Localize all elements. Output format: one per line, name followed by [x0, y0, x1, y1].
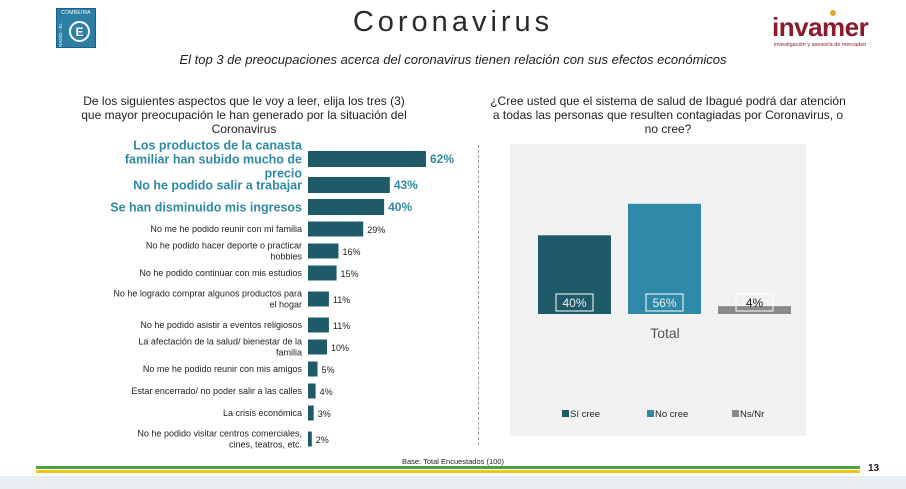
data-label-box-2	[645, 293, 684, 312]
bar-13	[308, 431, 312, 447]
bar-s-cree	[538, 235, 611, 314]
data-label-1: 40%	[562, 296, 586, 310]
radio-logo: COMBEIMA RADIO · EL E	[56, 8, 96, 48]
category-label-2: No he podido salir a trabajar	[133, 178, 302, 192]
category-label-3: Se han disminuido mis ingresos	[110, 200, 302, 214]
bar-value-label-12: 3%	[318, 409, 331, 419]
bar-value-label-11: 4%	[320, 387, 333, 397]
left-chart-question: De los siguientes aspectos que le voy a …	[81, 94, 407, 136]
data-label-3: 4%	[746, 296, 764, 310]
bar-value-label-1: 62%	[430, 152, 454, 166]
health-system-bar-chart: 40% 56% 4% Total Sí cree No cree Ns/Nr	[510, 144, 806, 436]
page-number: 13	[868, 463, 880, 474]
bar-value-label-13: 2%	[316, 435, 329, 445]
category-label-12: La crisis económica	[223, 408, 302, 418]
bar-7	[308, 291, 329, 307]
legend-swatch-1	[562, 410, 569, 417]
category-label-6: No he podido continuar con mis estudios	[139, 268, 302, 278]
data-label-box-3	[735, 293, 774, 312]
brand-name: invamer	[772, 12, 869, 42]
bar-value-label-9: 10%	[331, 343, 349, 353]
category-label-9: La afectación de la salud/ bienestar de …	[138, 337, 302, 358]
bar-10	[308, 361, 318, 377]
base-note: Base: Total Encuestados (100)	[401, 457, 504, 466]
category-label-1: Los productos de la canasta familiar han …	[125, 140, 303, 180]
brand-tagline: investigación y asesoría de mercadeo	[774, 42, 867, 48]
radio-logo-top-text: COMBEIMA	[61, 10, 91, 16]
legend-swatch-2	[647, 410, 654, 417]
bar-value-label-5: 16%	[342, 247, 360, 257]
data-label-box-1	[555, 293, 594, 312]
category-label-7: No he logrado comprar algunos productos …	[113, 289, 302, 310]
bar-11	[308, 383, 316, 399]
concerns-bar-chart: 62% Los productos de la canasta familiar h…	[110, 140, 454, 450]
bar-ns-nr	[718, 306, 791, 314]
legend-label-3: Ns/Nr	[740, 409, 764, 420]
bar-value-label-10: 5%	[322, 365, 335, 375]
page-title: Coronavirus	[352, 6, 554, 38]
brand-dot-icon	[830, 10, 836, 16]
category-label-13: No he podido visitar centros comerciales…	[137, 429, 302, 450]
category-label-11: Estar encerrado/ no poder salir a las ca…	[131, 386, 302, 396]
bar-1	[308, 151, 426, 167]
bar-3	[308, 199, 385, 215]
category-label-total: Total	[650, 325, 680, 341]
page-subtitle: El top 3 de preocupaciones acerca del co…	[179, 52, 727, 67]
legend-swatch-3	[732, 410, 739, 417]
bar-value-label-4: 29%	[367, 225, 385, 235]
bar-8	[308, 317, 329, 333]
bar-9	[308, 339, 328, 355]
bar-12	[308, 405, 314, 421]
bar-value-label-8: 11%	[333, 321, 350, 331]
right-chart-question: ¿Cree usted que el sistema de salud de I…	[490, 94, 846, 136]
brand-logo: invamer investigación y asesoría de merc…	[772, 6, 882, 52]
bar-4	[308, 221, 364, 237]
chart-divider	[478, 145, 479, 445]
bar-value-label-6: 15%	[341, 269, 359, 279]
legend-label-1: Sí cree	[570, 409, 600, 420]
bar-6	[308, 265, 337, 281]
category-label-8: No he podido asistir a eventos religioso…	[140, 320, 302, 330]
bar-value-label-3: 40%	[388, 200, 412, 214]
category-label-4: No me he podido reunir con mi familia	[150, 224, 302, 234]
footer-yellow-line	[36, 470, 860, 473]
bar-no-cree	[628, 203, 701, 314]
footer-green-line	[36, 466, 860, 469]
bottom-strip	[0, 476, 906, 489]
bar-5	[308, 243, 339, 259]
category-label-5: No he podido hacer deporte o practicar ho…	[146, 241, 303, 262]
category-label-10: No me he podido reunir con mis amigos	[143, 364, 303, 374]
data-label-2: 56%	[652, 296, 676, 310]
bar-value-label-7: 11%	[333, 295, 350, 305]
bar-value-label-2: 43%	[394, 178, 418, 192]
radio-logo-letter: E	[69, 21, 90, 42]
legend-label-2: No cree	[655, 409, 688, 420]
bar-2	[308, 177, 390, 193]
